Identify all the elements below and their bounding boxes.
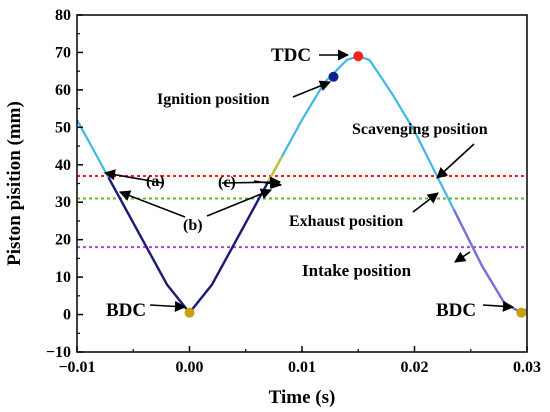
x-tick-label: 0.01 [288,359,316,376]
y-tick-label: 70 [55,44,71,61]
label-a: (a) [146,173,165,190]
highlight-segment-3 [267,156,283,183]
marker-point-2 [328,71,339,82]
y-tick-label: 10 [55,269,71,286]
y-tick-label: 30 [55,194,71,211]
highlight-segment-4 [452,209,522,314]
ignition-label: Ignition position [157,91,270,108]
markers-layer [184,51,527,318]
x-tick-label: 0.02 [401,359,429,376]
annotation-arrow-11 [206,188,273,217]
y-axis: −10 0 10 20 30 40 50 60 70 80 [46,7,83,361]
y-tick-label: 50 [55,119,71,136]
annotation-arrow-6 [149,300,187,313]
annotation-arrow-2 [292,80,332,98]
annotation-arrow-8 [103,169,164,184]
annotation-arrow-5 [454,251,471,263]
label-c: (c) [218,174,236,191]
tdc-label: TDC [271,45,311,66]
label-b: (b) [183,217,203,234]
bdc-label-left: BDC [106,300,146,321]
y-tick-label: 0 [63,307,71,324]
reference-lines [77,175,527,249]
highlight-segment-1 [107,176,191,314]
highlight-segments [107,156,522,314]
annotations-layer: TDC Ignition position Scavenging position E… [106,45,488,321]
bdc-label-right: BDC [436,300,476,321]
x-tick-label: −0.01 [58,359,95,376]
y-tick-label: −10 [46,344,71,361]
x-tick-label: 0.00 [176,359,204,376]
annotation-arrow-12 [253,177,283,190]
x-axis-title: Time (s) [269,387,336,408]
marker-point-3 [184,307,195,318]
scavenging-label: Scavenging position [352,121,488,138]
annotation-arrow-3 [436,143,475,179]
annotation-arrow-7 [482,300,515,312]
y-tick-label: 20 [55,232,71,249]
annotation-arrows [103,49,515,313]
annotation-arrow-10 [118,190,186,218]
y-tick-label: 40 [55,157,71,174]
marker-point-4 [516,307,527,318]
annotation-arrow-4 [412,192,439,213]
y-tick-label: 60 [55,82,71,99]
intake-label: Intake position [302,261,412,280]
x-axis: −0.01 0.00 0.01 0.02 0.03 [58,346,541,376]
y-axis-title: Piston pisition (mm) [4,101,25,266]
marker-point-1 [353,51,364,62]
exhaust-label: Exhaust position [289,213,403,230]
y-tick-label: 80 [55,7,71,24]
x-tick-label: 0.03 [513,359,541,376]
